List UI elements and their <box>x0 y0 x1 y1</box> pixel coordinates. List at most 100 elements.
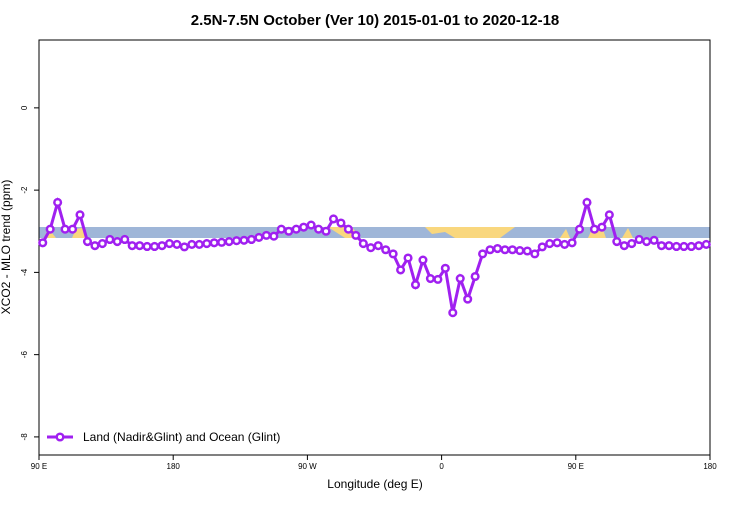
x-tick-label: 90 E <box>31 462 47 471</box>
data-point <box>120 234 130 245</box>
data-point <box>455 274 465 284</box>
data-point <box>560 239 570 249</box>
data-point <box>425 274 435 284</box>
data-point <box>574 224 585 234</box>
data-point <box>314 224 324 234</box>
data-point <box>478 249 488 259</box>
data-point <box>306 220 316 230</box>
data-point <box>686 241 696 252</box>
y-tick-label: 0 <box>20 105 29 110</box>
y-tick-label: -4 <box>20 268 29 276</box>
data-point <box>410 280 421 290</box>
legend-marker <box>55 432 65 442</box>
y-tick-label: -8 <box>20 433 29 441</box>
data-point <box>433 274 443 284</box>
data-point <box>589 224 599 234</box>
data-point <box>366 243 376 253</box>
data-point <box>105 234 115 245</box>
data-point <box>552 238 562 248</box>
data-point <box>418 255 428 265</box>
data-point <box>135 241 145 251</box>
data-point <box>440 263 450 273</box>
data-point <box>45 224 55 234</box>
x-tick-label: 90 E <box>568 462 584 471</box>
data-point <box>582 197 592 208</box>
data-point <box>351 230 361 240</box>
data-point <box>187 239 197 249</box>
legend-label: Land (Nadir&Glint) and Ocean (Glint) <box>83 430 280 444</box>
data-point <box>403 253 413 263</box>
data-point <box>642 236 652 247</box>
data-point <box>150 241 160 252</box>
data-point <box>388 249 398 259</box>
data-point <box>127 241 137 251</box>
chart-title: 2.5N-7.5N October (Ver 10) 2015-01-01 to… <box>191 12 560 29</box>
data-point <box>507 245 517 255</box>
data-point <box>664 241 674 251</box>
data-point <box>321 226 331 236</box>
x-tick-label: 0 <box>439 462 444 471</box>
land-ocean-band <box>39 227 710 238</box>
data-point <box>634 234 644 245</box>
data-point <box>671 241 682 252</box>
data-point <box>373 241 383 251</box>
data-point <box>500 245 510 255</box>
data-point <box>485 245 495 255</box>
data-point <box>179 242 189 252</box>
data-point <box>612 236 622 247</box>
data-point <box>448 308 458 318</box>
data-point <box>269 231 279 241</box>
data-point <box>619 241 629 251</box>
data-point <box>172 239 182 249</box>
data-point <box>530 249 540 259</box>
data-point <box>336 218 346 228</box>
plot-frame <box>38 39 711 456</box>
data-point <box>60 224 70 234</box>
x-tick-label: 180 <box>167 462 181 471</box>
data-point <box>328 214 339 224</box>
data-point <box>656 241 667 251</box>
series-line <box>41 196 707 314</box>
data-point <box>232 236 242 246</box>
data-point <box>299 222 309 232</box>
data-point <box>567 238 577 248</box>
data-point <box>112 236 122 247</box>
data-point <box>381 245 391 255</box>
x-tick-label: 90 W <box>298 462 317 471</box>
data-point <box>142 241 152 252</box>
y-tick-label: -2 <box>20 186 29 194</box>
data-point <box>358 239 368 249</box>
data-point <box>679 241 689 252</box>
data-point <box>649 235 659 245</box>
data-point <box>276 224 286 234</box>
data-point <box>694 241 704 251</box>
data-point <box>470 271 480 282</box>
data-point <box>82 236 93 247</box>
data-point <box>239 235 249 245</box>
data-point <box>209 238 219 248</box>
data-point <box>604 210 614 220</box>
data-point <box>627 239 637 249</box>
data-point <box>157 241 167 251</box>
data-point <box>515 246 525 256</box>
data-point <box>217 237 227 247</box>
data-point <box>254 232 264 242</box>
data-point <box>68 224 78 234</box>
y-axis-label: XCO2 - MLO trend (ppm) <box>0 180 13 315</box>
data-point <box>38 238 48 248</box>
data-point <box>291 224 301 234</box>
data-point <box>284 226 294 236</box>
data-point <box>261 230 271 240</box>
data-point <box>164 239 175 249</box>
data-point <box>202 239 212 249</box>
data-point <box>545 239 555 249</box>
x-tick-label: 180 <box>703 462 717 471</box>
data-point <box>597 222 607 232</box>
data-point <box>701 239 711 249</box>
data-point <box>75 210 85 220</box>
data-point <box>194 239 204 249</box>
data-point <box>396 265 406 275</box>
data-point <box>224 236 234 247</box>
data-point <box>246 234 257 245</box>
